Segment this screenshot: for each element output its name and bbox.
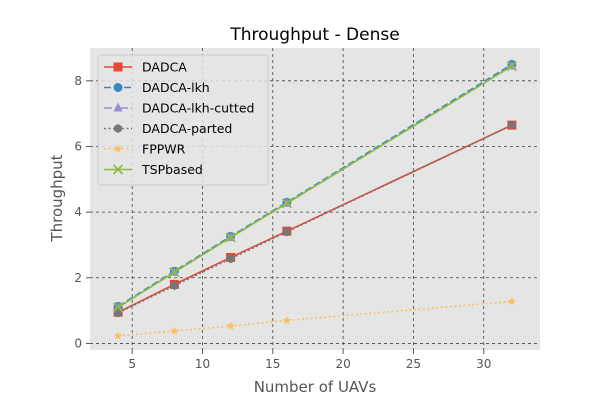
legend-swatch-marker-1 [113,83,123,92]
data-point-4-3 [282,315,292,325]
data-point-5-1 [169,267,180,278]
series-line-3 [117,124,513,314]
legend-swatch-marker-0 [113,62,123,72]
legend-swatch-marker-4 [113,144,123,153]
data-point-3-3 [282,227,291,237]
data-point-3-1 [170,281,179,291]
legend-item-1: DADCA-lkh [104,80,210,95]
x-tick-label-5: 30 [476,357,491,371]
series-layer [113,59,517,340]
y-tick-label-1: 2 [74,271,82,285]
legend-label-2: DADCA-lkh-cutted [142,101,254,116]
data-point-4-1 [170,326,179,335]
y-axis-label: Throughput [48,154,66,242]
series-tspbased [113,60,517,313]
x-tick-label-4: 25 [406,357,421,371]
legend-label-4: FPPWR [142,142,186,157]
data-point-4-2 [226,321,235,330]
x-tick-label-1: 10 [195,357,210,371]
y-tick-label-4: 8 [74,74,82,88]
y-tick-label-0: 0 [74,336,82,350]
legend-item-3: DADCA-parted [104,121,232,136]
legend-swatch-marker-3 [114,124,122,133]
legend-item-0: DADCA [104,60,187,75]
data-point-5-0 [113,302,124,313]
data-point-3-2 [226,254,235,264]
data-point-5-4 [506,60,517,72]
x-axis-label: Number of UAVs [254,378,377,396]
legend-swatch-marker-5 [112,164,124,175]
legend-label-5: TSPbased [141,162,203,177]
x-tick-label-3: 20 [335,357,350,371]
legend-swatch-marker-2 [113,102,123,112]
legend: DADCA DADCA-lkh DADCA-lkh-cutted DADCA-part… [97,54,269,186]
data-point-3-0 [114,308,123,318]
legend-label-3: DADCA-parted [142,121,232,136]
x-axis-ticks: 5 10 15 20 25 30 [128,350,491,371]
legend-item-5: TSPbased [104,162,203,177]
y-tick-label-3: 6 [74,139,82,153]
legend-box [97,54,269,186]
y-tick-label-2: 4 [74,205,82,219]
data-point-3-4 [507,120,516,130]
x-tick-label-0: 5 [128,357,136,371]
data-point-5-3 [281,198,292,209]
data-point-4-4 [507,296,517,306]
data-point-4-0 [113,331,123,340]
x-tick-label-2: 15 [265,357,280,371]
legend-item-4: FPPWR [104,142,186,157]
legend-item-2: DADCA-lkh-cutted [104,101,254,116]
legend-label-0: DADCA [142,60,187,75]
chart-title: Throughput - Dense [229,25,399,45]
series-fppwr [113,296,517,340]
legend-label-1: DADCA-lkh [142,80,210,95]
data-point-5-2 [225,232,236,243]
series-dadca-parted [114,120,516,318]
y-axis-ticks: 0 2 4 6 8 [74,74,90,350]
